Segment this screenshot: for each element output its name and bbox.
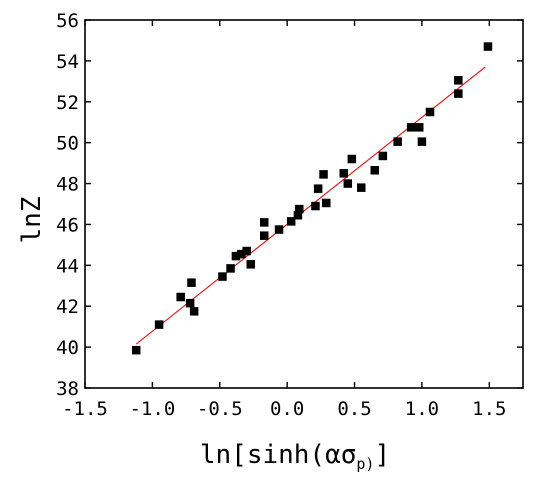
data-point [286, 217, 296, 226]
data-point [295, 204, 304, 214]
x-axis-title-suffix: ] [374, 440, 390, 470]
y-axis-ticks: 38 40 42 44 46 48 50 52 54 56 [56, 10, 523, 400]
data-points-layer [131, 42, 493, 355]
data-point [218, 272, 227, 281]
data-point [187, 278, 196, 287]
data-point [231, 251, 241, 261]
data-point [347, 154, 357, 164]
data-point [259, 218, 269, 227]
x-tick-label: 0.0 [270, 398, 304, 420]
data-point [425, 107, 435, 117]
y-tick-label: 50 [56, 133, 79, 155]
x-axis-title-subscript: p) [356, 455, 374, 473]
data-point [406, 123, 416, 132]
data-point [339, 169, 349, 178]
data-point [185, 298, 195, 308]
data-point [357, 183, 366, 192]
data-point [393, 137, 402, 146]
y-tick-label: 56 [56, 10, 79, 32]
x-axis-title-greek: ασ [325, 440, 356, 470]
data-point [343, 179, 353, 188]
data-point [454, 89, 463, 98]
x-tick-label: 1.0 [405, 398, 439, 420]
data-point [154, 320, 164, 329]
data-point [378, 151, 388, 161]
data-point [311, 201, 320, 211]
data-point [237, 249, 246, 259]
plot-frame [84, 19, 524, 389]
plot-border [84, 19, 524, 389]
data-point [242, 246, 251, 256]
data-point [259, 231, 269, 240]
y-tick-label: 52 [56, 92, 79, 114]
data-point [274, 225, 284, 234]
x-tick-label: -0.5 [197, 398, 243, 420]
y-tick-label: 44 [56, 255, 79, 277]
data-point [226, 264, 235, 273]
y-tick-label: 42 [56, 296, 79, 318]
x-axis-title: ln[sinh(ασp)] [200, 440, 390, 473]
x-tick-label: 1.5 [472, 398, 506, 420]
y-tick-label: 40 [56, 337, 79, 359]
data-point [414, 123, 424, 132]
x-axis-title-prefix: ln[sinh( [200, 440, 325, 470]
data-point [246, 260, 256, 269]
data-point [189, 307, 199, 316]
data-point [293, 210, 303, 220]
x-tick-label: 0.5 [337, 398, 371, 420]
y-tick-label: 38 [56, 378, 79, 400]
x-tick-label: -1.0 [130, 398, 176, 420]
y-tick-label: 46 [56, 214, 79, 236]
data-point [417, 137, 427, 146]
data-point [321, 198, 331, 208]
data-point [319, 170, 328, 179]
data-point [370, 166, 380, 175]
data-point [313, 184, 323, 193]
data-point [131, 345, 141, 355]
data-point [483, 42, 493, 51]
y-tick-label: 54 [56, 51, 79, 73]
y-axis-title: lnZ [17, 197, 47, 244]
x-axis-ticks: -1.5 -1.0 -0.5 0.0 0.5 1.0 1.5 [62, 20, 506, 420]
data-point [176, 292, 185, 302]
x-tick-label: -1.5 [62, 398, 108, 420]
data-point [454, 76, 463, 85]
y-tick-label: 48 [56, 174, 79, 196]
